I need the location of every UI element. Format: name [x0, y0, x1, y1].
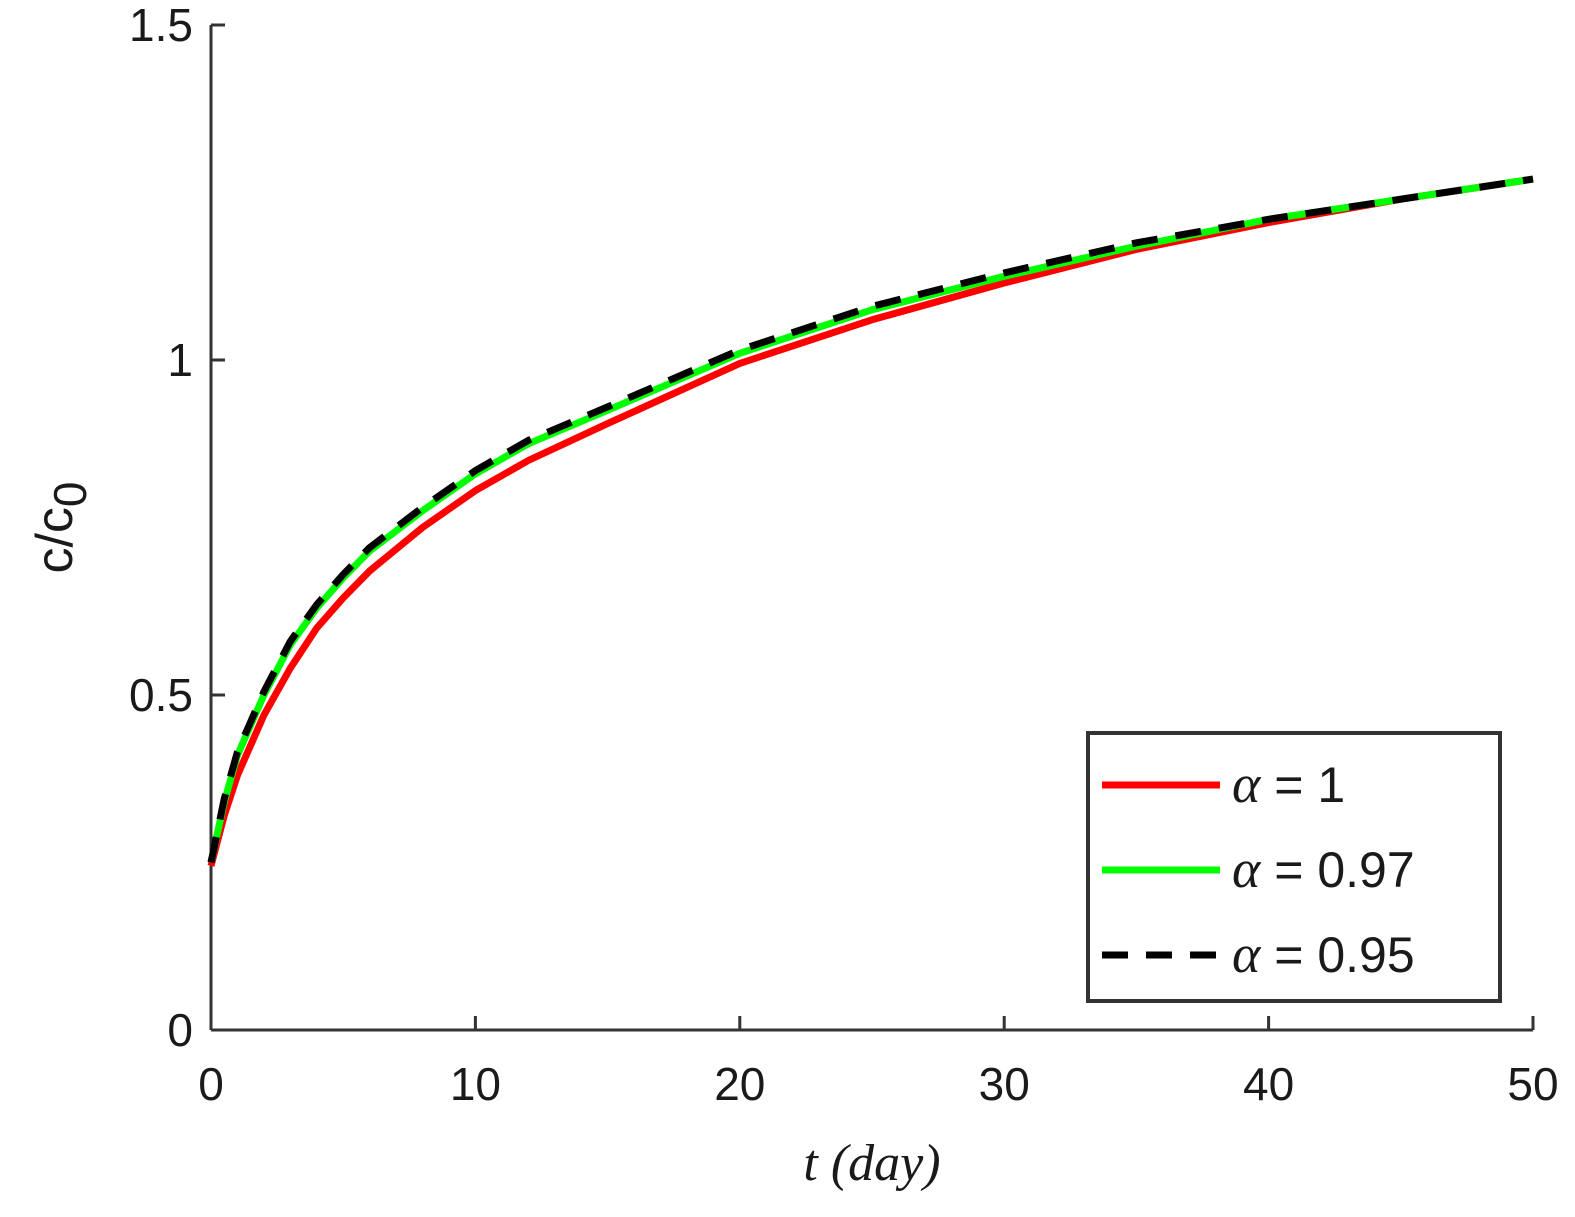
series-line-3: [207, 175, 1534, 864]
x-tick-label: 10: [450, 1058, 501, 1110]
legend: α = 1 α = 0.97 α = 0.95: [1086, 731, 1502, 1003]
legend-label-2: α = 0.97: [1232, 839, 1415, 899]
legend-label-3: α = 0.95: [1232, 924, 1415, 984]
tick-labels: 0 10 20 30 40 50 0 0.5 1 1.5: [129, 0, 1559, 1110]
x-tick-label: 30: [979, 1058, 1030, 1110]
y-axis-label: c/c0: [26, 481, 96, 573]
y-tick-label: 0: [167, 1004, 193, 1056]
y-axis-label-subscript: 0: [44, 481, 96, 507]
y-tick-label: 1.5: [129, 0, 193, 51]
x-tick-label: 50: [1507, 1058, 1558, 1110]
y-tick-label: 0.5: [129, 669, 193, 721]
x-tick-label: 0: [198, 1058, 224, 1110]
series-group: [207, 175, 1534, 867]
y-axis-label-base: c/c: [26, 507, 84, 573]
y-tick-label: 1: [167, 334, 193, 386]
x-tick-label: 20: [714, 1058, 765, 1110]
x-tick-label: 40: [1243, 1058, 1294, 1110]
x-axis-label: t (day): [803, 1135, 940, 1192]
legend-label-1: α = 1: [1232, 754, 1345, 814]
